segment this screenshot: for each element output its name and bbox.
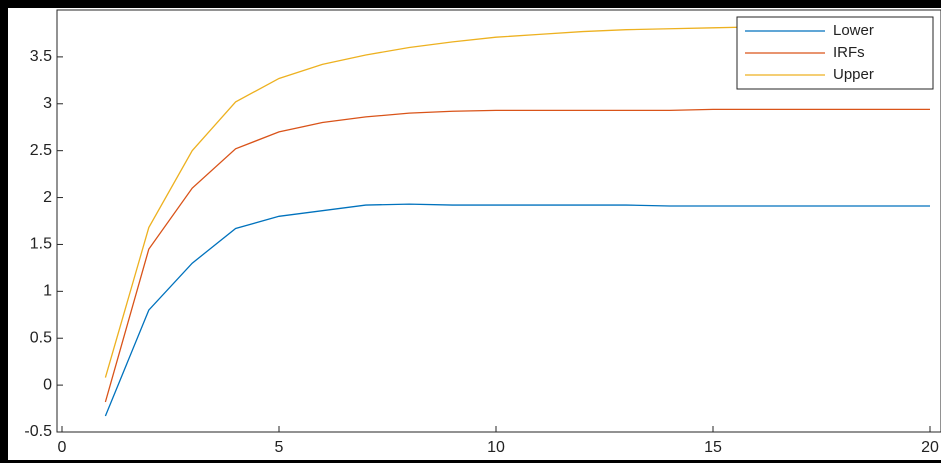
x-tick-label: 10 (487, 439, 505, 456)
chart: -0.5 0 0.5 1 1.5 2 2.5 3 3.5 0 5 10 15 20 Lower IRFs Upp… (0, 0, 941, 463)
y-tick-label: 1.5 (30, 236, 52, 253)
legend-label: Upper (833, 66, 874, 83)
x-tick-label: 0 (58, 439, 67, 456)
y-tick-label: 0.5 (30, 329, 52, 346)
y-tick-label: 0 (43, 376, 52, 393)
y-tick-label: 3 (43, 95, 52, 112)
x-tick-label: 5 (275, 439, 284, 456)
y-tick-label: -0.5 (24, 423, 52, 440)
y-tick-label: 1 (43, 283, 52, 300)
y-tick-label: 2.5 (30, 142, 52, 159)
page: {"chart_data": {"type": "line", "x": [1,… (0, 0, 941, 463)
x-tick-label: 15 (704, 439, 722, 456)
legend-label: IRFs (833, 44, 865, 61)
legend-label: Lower (833, 22, 874, 39)
x-tick-label: 20 (921, 439, 939, 456)
y-tick-label: 2 (43, 189, 52, 206)
y-tick-label: 3.5 (30, 48, 52, 65)
